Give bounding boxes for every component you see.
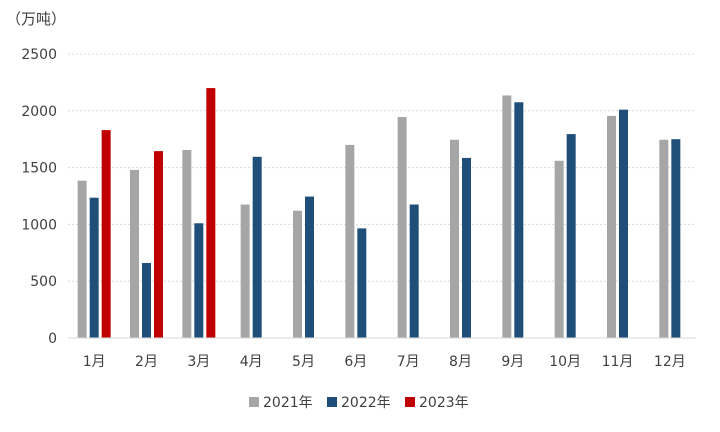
x-tick-label: 4月	[240, 354, 263, 370]
bars	[77, 88, 681, 339]
y-axis-ticks: 0 500 1000 1500 2000 2500	[21, 47, 57, 347]
bar-2023年-3月	[206, 88, 216, 338]
bar-2022年-7月	[409, 204, 419, 338]
bar-2021年-9月	[502, 95, 512, 339]
bar-2022年-1月	[89, 197, 99, 338]
bar-2022年-8月	[462, 157, 471, 338]
bar-2022年-5月	[305, 196, 314, 338]
bar-2022年-12月	[671, 139, 681, 338]
y-tick-label: 1500	[21, 161, 57, 177]
legend: 2021年 2022年 2023年	[249, 395, 469, 411]
legend-label: 2023年	[419, 395, 469, 411]
bar-2022年-4月	[252, 156, 262, 338]
bar-2021年-10月	[554, 160, 564, 338]
bar-2021年-6月	[345, 144, 355, 338]
x-tick-label: 6月	[344, 354, 367, 370]
bar-2021年-11月	[607, 115, 616, 338]
y-tick-label: 0	[48, 331, 57, 347]
bar-2022年-11月	[619, 109, 628, 338]
legend-swatch	[405, 397, 415, 407]
bar-2021年-3月	[182, 149, 192, 338]
bar-2021年-5月	[293, 210, 302, 338]
x-tick-label: 3月	[187, 354, 210, 370]
bar-2021年-4月	[240, 204, 250, 338]
x-tick-label: 8月	[449, 354, 472, 370]
legend-label: 2022年	[341, 395, 391, 411]
bar-2021年-1月	[77, 180, 87, 338]
y-tick-label: 500	[30, 274, 57, 290]
legend-label: 2021年	[263, 395, 313, 411]
legend-swatch	[249, 397, 259, 407]
bar-2021年-2月	[130, 169, 139, 338]
x-tick-label: 1月	[83, 354, 106, 370]
y-tick-label: 1000	[21, 217, 57, 233]
bar-2022年-3月	[194, 223, 204, 338]
x-tick-label: 11月	[602, 354, 634, 370]
bar-2021年-7月	[397, 117, 407, 338]
x-tick-label: 10月	[549, 354, 581, 370]
x-axis-ticks: 1月 2月 3月 4月 5月 6月 7月 8月 9月 10月 11月 12月	[83, 354, 686, 370]
bar-2023年-1月	[101, 130, 111, 338]
x-tick-label: 9月	[501, 354, 524, 370]
y-tick-label: 2000	[21, 104, 57, 120]
y-tick-label: 2500	[21, 47, 57, 63]
y-axis-unit-label: （万吨）	[6, 10, 66, 28]
bar-2022年-10月	[566, 134, 576, 338]
bar-2022年-9月	[514, 102, 524, 338]
bar-2021年-8月	[450, 139, 459, 338]
bar-2021年-12月	[659, 139, 669, 338]
bar-2022年-6月	[357, 228, 367, 338]
legend-swatch	[327, 397, 337, 407]
gridlines	[68, 53, 696, 282]
x-tick-label: 12月	[654, 354, 686, 370]
bar-2022年-2月	[142, 263, 151, 338]
bar-2023年-2月	[154, 151, 163, 338]
x-tick-label: 2月	[135, 354, 158, 370]
x-tick-label: 5月	[292, 354, 315, 370]
x-tick-label: 7月	[397, 354, 420, 370]
